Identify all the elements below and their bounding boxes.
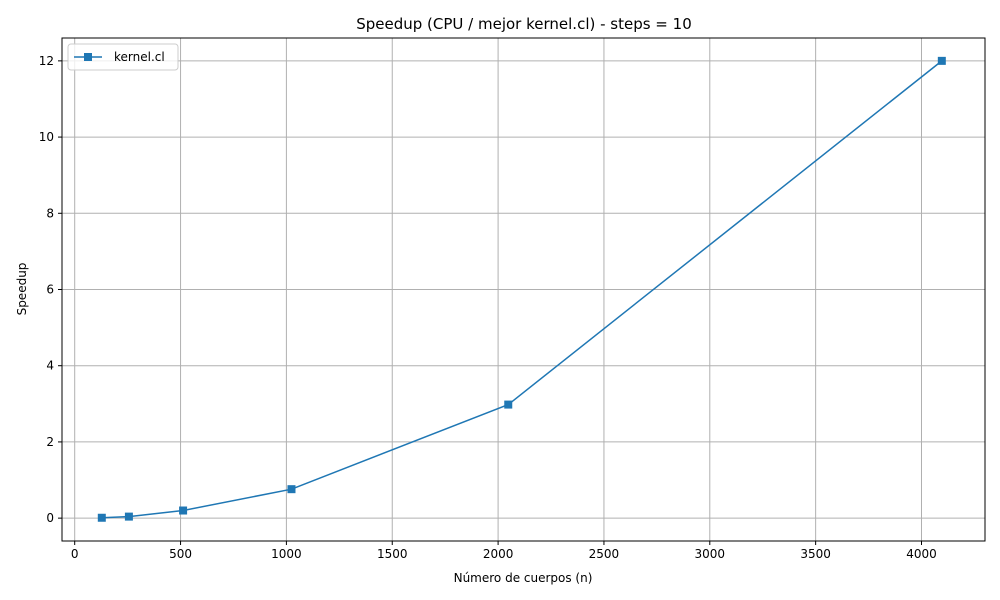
- y-tick-label: 6: [46, 283, 54, 297]
- x-tick-label: 1000: [271, 547, 302, 561]
- x-axis-label: Número de cuerpos (n): [454, 571, 593, 585]
- data-point-marker: [504, 400, 513, 409]
- series-line-kernel-cl: [101, 60, 943, 519]
- y-tick-label: 2: [46, 435, 54, 449]
- grid: [62, 38, 985, 541]
- x-axis-ticks: 0 500 1000 1500 2000 2500 3000 3500 4000: [71, 541, 937, 561]
- y-tick-label: 0: [46, 511, 54, 525]
- y-tick-label: 4: [46, 359, 54, 373]
- y-tick-label: 10: [39, 130, 54, 144]
- x-tick-label: 3000: [695, 547, 726, 561]
- y-tick-label: 8: [46, 206, 54, 220]
- y-axis-ticks: 0 2 4 6 8 10 12: [39, 54, 62, 525]
- series-layer: [97, 56, 946, 522]
- data-point-marker: [287, 485, 296, 494]
- legend: kernel.cl: [67, 43, 179, 71]
- data-point-marker: [179, 506, 188, 515]
- x-tick-label: 2000: [483, 547, 514, 561]
- x-tick-label: 4000: [906, 547, 937, 561]
- data-point-marker: [97, 513, 106, 522]
- data-point-marker: [937, 56, 946, 65]
- plot-frame: [61, 37, 986, 542]
- legend-marker-sample: [84, 53, 92, 61]
- legend-label: kernel.cl: [114, 50, 165, 64]
- y-tick-label: 12: [39, 54, 54, 68]
- data-point-marker: [124, 512, 133, 521]
- x-tick-label: 1500: [377, 547, 408, 561]
- x-tick-label: 3500: [800, 547, 831, 561]
- x-tick-label: 2500: [589, 547, 620, 561]
- legend-box: [67, 43, 179, 71]
- x-tick-label: 500: [169, 547, 192, 561]
- y-axis-label: Speedup: [15, 263, 29, 316]
- chart-title: Speedup (CPU / mejor kernel.cl) - steps …: [356, 15, 692, 33]
- x-tick-label: 0: [71, 547, 79, 561]
